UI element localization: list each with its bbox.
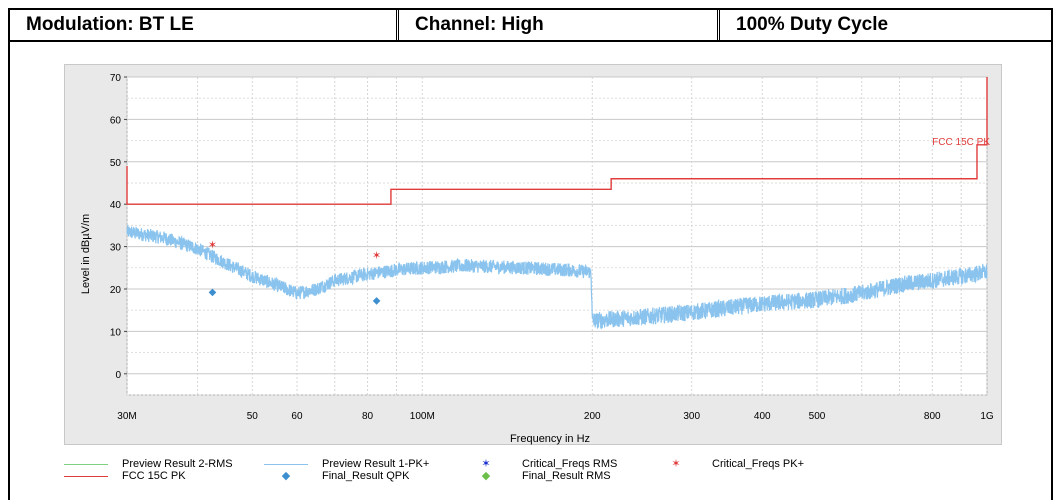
legend-swatch [264,459,308,469]
legend-item: ✶ Critical_Freqs PK+ [654,458,804,470]
final-result-qpk-marker: ◆ [373,296,381,307]
x-tick-label: 1G [980,411,994,422]
x-tick-label: 80 [362,411,374,422]
x-axis-label: Frequency in Hz [510,433,590,445]
x-tick-label: 300 [683,411,700,422]
x-tick-label: 50 [247,411,259,422]
legend-label: Final_Result QPK [322,470,410,482]
y-tick-label: 70 [110,73,122,84]
legend-swatch: ✶ [481,458,491,470]
x-tick-label: 60 [291,411,303,422]
report-frame [8,8,1053,500]
legend-label: Critical_Freqs RMS [522,458,618,470]
fcc-limit-line [126,77,988,205]
emission-chart: 0 10 20 30 40 50 60 70 30M 50 60 80 100M 200 300 400 50… [80,73,994,445]
y-tick-label: 40 [110,200,122,211]
legend-label: Final_Result RMS [522,470,611,482]
y-tick-label: 30 [110,243,122,254]
y-tick-label: 20 [110,285,122,296]
y-tick-label: 60 [110,115,122,126]
legend-item: ◆ Final_Result RMS [464,470,611,482]
x-tick-label: 100M [410,411,435,422]
legend-item: FCC 15C PK [64,470,186,482]
limit-line-label: FCC 15C PK [932,137,990,148]
plot-area [126,76,988,396]
x-tick-label: 30M [117,411,136,422]
modulation-label: Modulation: BT LE [10,10,399,40]
legend-label: Preview Result 2-RMS [122,458,233,470]
critical-freq-pk-marker: ✶ [372,249,381,262]
legend-swatch [64,459,108,469]
x-tick-label: 800 [924,411,941,422]
legend-item: ◆ Final_Result QPK [264,470,410,482]
preview-result-pk-trace [126,225,988,330]
legend-item: Preview Result 2-RMS [64,458,233,470]
test-header-table: Modulation: BT LE Channel: High 100% Dut… [8,8,1053,42]
critical-freq-pk-marker: ✶ [208,238,217,251]
legend-label: FCC 15C PK [122,470,186,482]
y-axis-label: Level in dBµV/m [80,214,92,294]
y-tick-label: 0 [115,370,121,381]
chart-legend: Preview Result 2-RMS Preview Result 1-PK+… [64,458,964,492]
legend-swatch [64,471,108,481]
legend-label: Preview Result 1-PK+ [322,458,430,470]
channel-label: Channel: High [399,10,720,40]
legend-swatch: ◆ [481,470,491,482]
x-tick-label: 200 [584,411,601,422]
legend-swatch: ◆ [281,470,291,482]
legend-item: Preview Result 1-PK+ [264,458,429,470]
duty-cycle-label: 100% Duty Cycle [736,14,889,35]
legend-label: Critical_Freqs PK+ [712,458,805,470]
x-tick-label: 400 [754,411,771,422]
legend-item: ✶ Critical_Freqs RMS [464,458,617,470]
y-tick-label: 50 [110,158,122,169]
y-tick-label: 10 [110,327,122,338]
x-tick-label: 500 [809,411,826,422]
final-result-qpk-marker: ◆ [209,287,217,298]
legend-swatch: ✶ [671,458,681,470]
